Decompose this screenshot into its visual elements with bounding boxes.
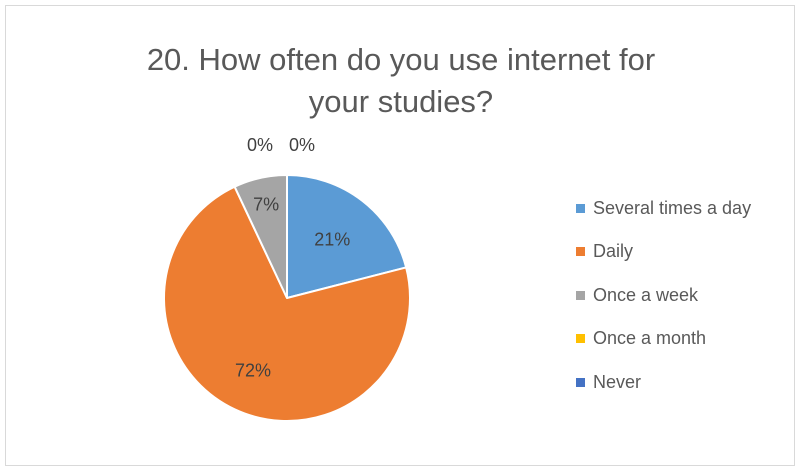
legend-swatch-once-a-week [576,290,585,300]
legend-item-never: Never [576,370,791,394]
data-label-once-a-week: 7% [253,194,279,214]
legend-label-once-a-week: Once a week [593,284,699,305]
legend-swatch-several-times-a-day [576,203,585,213]
legend-swatch-never [576,377,585,387]
legend-item-once-a-month: Once a month [576,327,791,351]
legend-label-several-times-a-day: Several times a day [593,197,752,218]
legend-item-daily: Daily [576,240,791,264]
data-label-several-times-a-day: 21% [314,230,350,250]
legend-label-never: Never [593,371,642,392]
pie-chart: 21% 72% 7% 0% 0% [163,135,411,422]
pie-slice-several-times-a-day [286,174,408,299]
chart-title-line-2: your studies? [308,84,494,119]
legend: Several times a day Daily Once a week On… [576,196,791,414]
pie-slice-once-a-week [233,174,288,299]
chart-frame: 20. How often do you use internet for yo… [5,5,795,466]
chart-title: 20. How often do you use internet for yo… [6,39,796,123]
legend-item-several-times-a-day: Several times a day [576,196,791,220]
legend-swatch-daily [576,247,585,256]
pie-slice-daily [163,185,411,422]
data-label-once-a-month: 0% [247,135,273,155]
legend-swatch-once-a-month [576,334,585,343]
data-label-daily: 72% [235,360,271,380]
legend-label-once-a-month: Once a month [593,328,707,348]
data-label-never: 0% [289,135,315,155]
chart-title-line-1: 20. How often do you use internet for [146,42,656,77]
legend-label-daily: Daily [593,241,634,261]
legend-item-once-a-week: Once a week [576,283,791,307]
